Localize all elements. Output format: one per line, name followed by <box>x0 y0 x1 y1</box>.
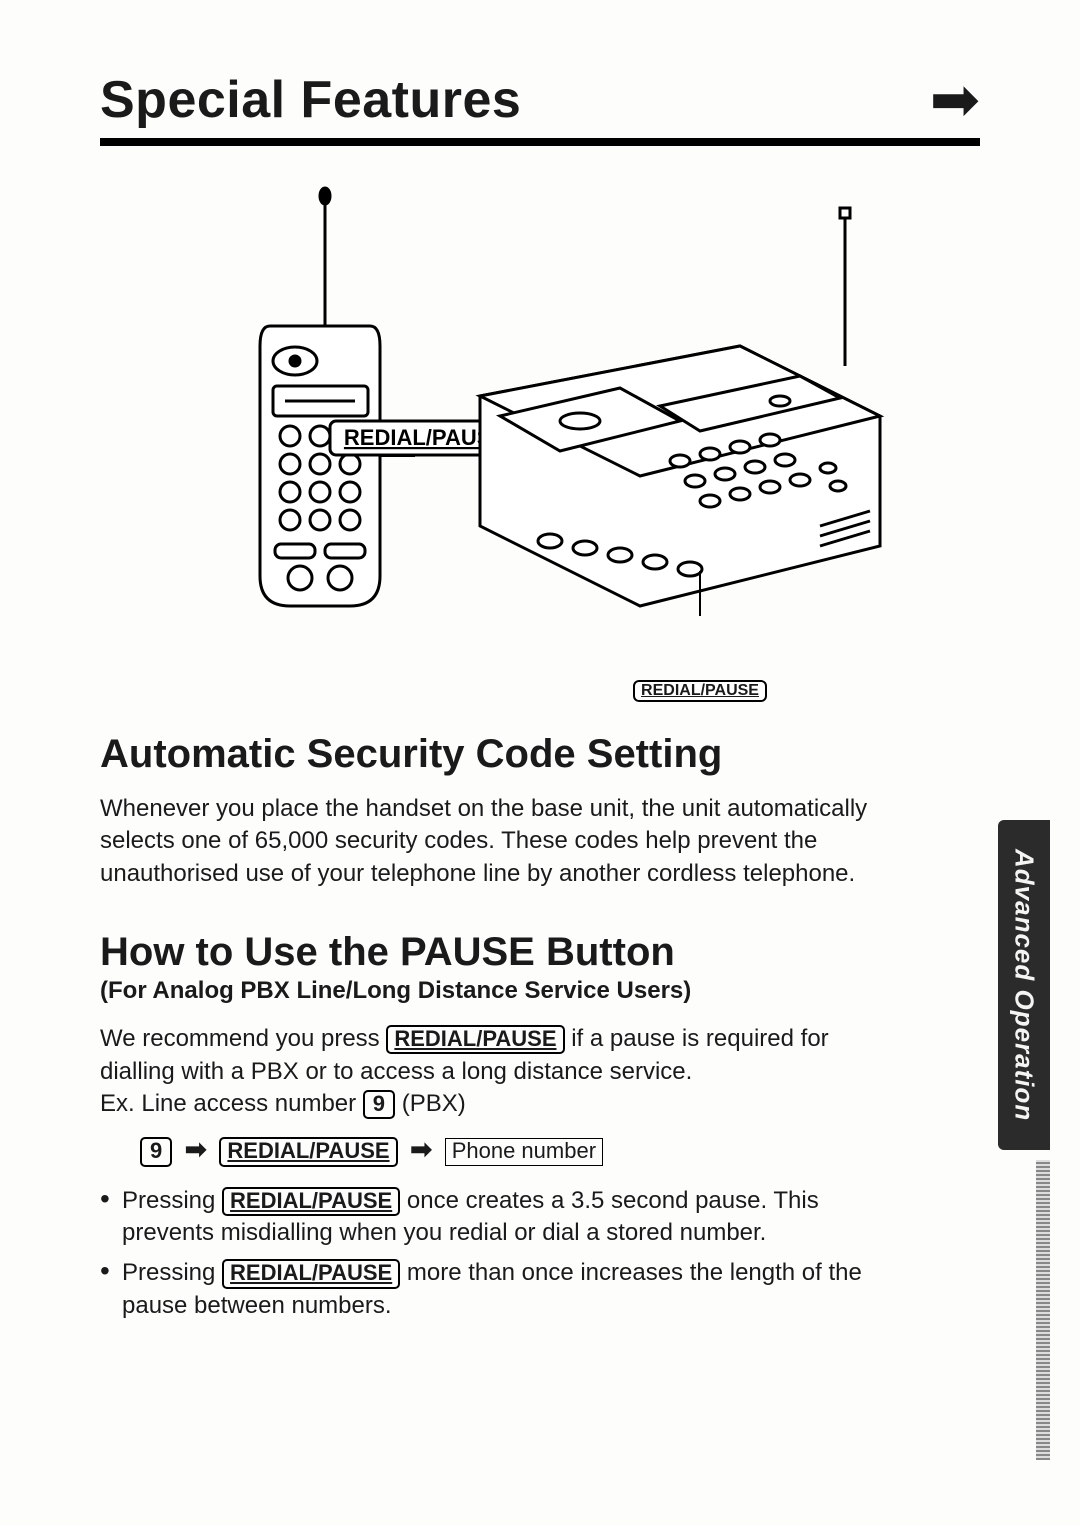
bullet-list: Pressing REDIAL/PAUSE once creates a 3.5… <box>100 1185 900 1323</box>
redial-pause-button-label: REDIAL/PAUSE <box>222 1187 400 1216</box>
section2-heading: How to Use the PAUSE Button <box>100 930 980 975</box>
devices-diagram: REDIAL/PAUSE <box>100 186 980 656</box>
redial-pause-button-label: REDIAL/PAUSE <box>222 1259 400 1288</box>
seq-key-9: 9 <box>140 1137 172 1166</box>
manual-page: Special Features ➡ <box>0 0 1080 1390</box>
bullet-item: Pressing REDIAL/PAUSE more than once inc… <box>100 1257 900 1322</box>
dialing-sequence: 9 ➡ REDIAL/PAUSE ➡ Phone number <box>140 1134 980 1166</box>
title-row: Special Features ➡ <box>100 70 980 146</box>
example-tail: (PBX) <box>402 1090 466 1117</box>
devices-svg: REDIAL/PAUSE <box>180 186 900 656</box>
section1-heading: Automatic Security Code Setting <box>100 732 980 777</box>
bullet-pre: Pressing <box>122 1187 222 1214</box>
seq-arrow-icon: ➡ <box>410 1134 432 1164</box>
side-tab: Advanced Operation <box>998 820 1050 1150</box>
example-lead: Ex. Line access number <box>100 1090 363 1117</box>
bullet-pre: Pressing <box>122 1259 222 1286</box>
diagram-caption: REDIAL/PAUSE <box>420 680 980 702</box>
section2-para-lead: We recommend you press <box>100 1025 386 1052</box>
side-tab-text: Advanced Operation <box>1009 849 1040 1121</box>
seq-redial-pause: REDIAL/PAUSE <box>219 1137 397 1166</box>
redial-pause-button-label: REDIAL/PAUSE <box>386 1025 564 1054</box>
bullet-item: Pressing REDIAL/PAUSE once creates a 3.5… <box>100 1185 900 1250</box>
example-key-9: 9 <box>363 1090 395 1119</box>
binding-strip-icon <box>1036 1160 1050 1460</box>
seq-phone-number: Phone number <box>445 1138 603 1165</box>
continue-arrow-icon: ➡ <box>930 70 980 130</box>
page-title: Special Features <box>100 70 521 130</box>
seq-arrow-icon: ➡ <box>185 1134 207 1164</box>
section2-paragraph: We recommend you press REDIAL/PAUSE if a… <box>100 1023 900 1120</box>
diagram-label-bottom: REDIAL/PAUSE <box>633 680 767 702</box>
section2-subheading: (For Analog PBX Line/Long Distance Servi… <box>100 977 980 1005</box>
section1-paragraph: Whenever you place the handset on the ba… <box>100 793 900 890</box>
